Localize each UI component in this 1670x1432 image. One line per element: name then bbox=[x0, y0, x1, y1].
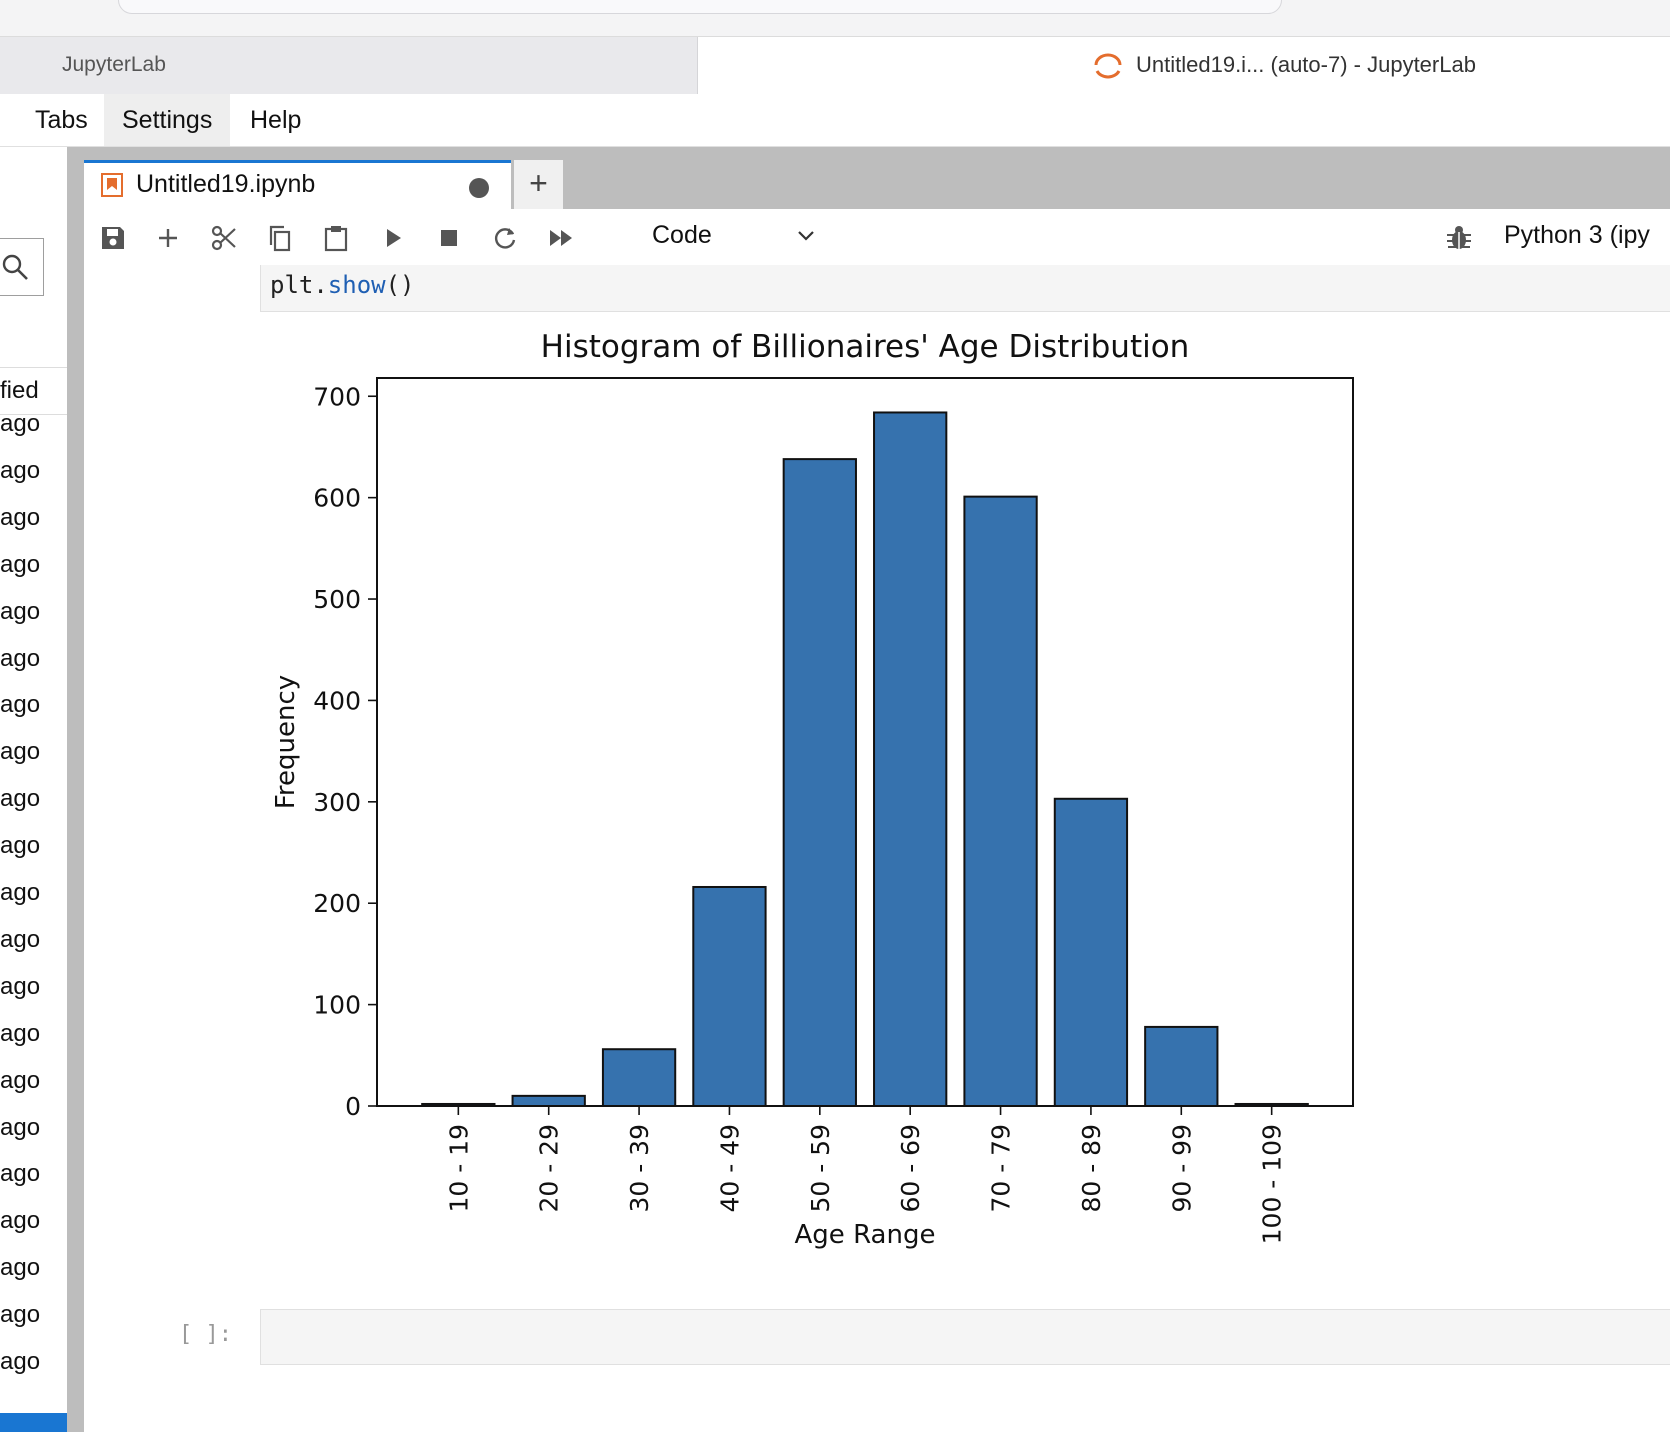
x-tick-label: 70 - 79 bbox=[987, 1124, 1016, 1213]
save-icon[interactable] bbox=[98, 223, 128, 253]
file-browser-panel: fied ago ago ago ago ago ago ago ago ago ago ago ag… bbox=[0, 147, 67, 1432]
file-row-modified[interactable]: ago bbox=[0, 785, 41, 813]
y-tick-label: 200 bbox=[313, 889, 361, 918]
y-tick-label: 400 bbox=[313, 686, 361, 715]
file-row-modified[interactable]: ago bbox=[0, 644, 41, 672]
cell-prompt: [ ]: bbox=[179, 1322, 232, 1347]
y-tick-label: 300 bbox=[313, 788, 361, 817]
file-row-modified[interactable]: ago bbox=[0, 691, 41, 719]
y-tick-label: 500 bbox=[313, 585, 361, 614]
loading-spinner-icon bbox=[1094, 53, 1122, 79]
selected-file-row[interactable] bbox=[0, 1413, 67, 1432]
file-row-modified[interactable]: ago bbox=[0, 738, 41, 766]
cut-icon[interactable] bbox=[209, 223, 239, 253]
menu-help[interactable]: Help bbox=[250, 106, 302, 134]
y-tick-label: 0 bbox=[345, 1092, 361, 1121]
x-tick-label: 20 - 29 bbox=[535, 1124, 564, 1213]
histogram-bar bbox=[1053, 797, 1129, 1107]
browser-tab-jupyterlab[interactable]: JupyterLab bbox=[0, 37, 698, 94]
histogram-bar bbox=[873, 411, 948, 1108]
last-modified-column-header[interactable]: fied bbox=[0, 367, 67, 415]
file-row-modified[interactable]: ago bbox=[0, 1160, 41, 1188]
x-tick-label: 50 - 59 bbox=[806, 1124, 835, 1213]
file-row-modified[interactable]: ago bbox=[0, 410, 41, 437]
y-tick-label: 700 bbox=[313, 382, 361, 411]
file-row-modified[interactable]: ago bbox=[0, 1301, 41, 1329]
histogram-bar bbox=[601, 1048, 677, 1107]
code-call: () bbox=[385, 271, 415, 299]
address-bar[interactable] bbox=[118, 0, 1282, 14]
code-line: plt.show() bbox=[270, 271, 415, 299]
browser-tab-label: JupyterLab bbox=[62, 53, 166, 76]
file-row-modified[interactable]: ago bbox=[0, 456, 41, 484]
histogram-bar bbox=[1144, 1025, 1219, 1107]
histogram-bar bbox=[511, 1094, 586, 1107]
paste-icon[interactable] bbox=[321, 223, 351, 253]
file-row-modified[interactable]: ago bbox=[0, 925, 41, 953]
histogram-bar bbox=[692, 885, 767, 1107]
fast-forward-icon[interactable] bbox=[546, 223, 576, 253]
chevron-down-icon[interactable] bbox=[796, 226, 816, 246]
plot-frame bbox=[376, 377, 1354, 1107]
x-tick-label: 60 - 69 bbox=[896, 1124, 925, 1213]
add-cell-icon[interactable] bbox=[153, 223, 183, 253]
notebook-icon bbox=[101, 173, 123, 197]
browser-toolbar bbox=[0, 0, 1670, 36]
notebook-toolbar: Code Python 3 (ipy bbox=[84, 209, 1670, 266]
file-row-modified[interactable]: ago bbox=[0, 1066, 41, 1094]
search-icon bbox=[2, 254, 28, 280]
y-tick-label: 600 bbox=[313, 484, 361, 513]
menu-bar: Tabs Settings Help bbox=[0, 94, 1670, 147]
code-object: plt. bbox=[270, 271, 328, 299]
x-tick-label: 90 - 99 bbox=[1167, 1124, 1196, 1213]
copy-icon[interactable] bbox=[265, 223, 295, 253]
file-row-modified[interactable]: ago bbox=[0, 972, 41, 1000]
tab-untitled19[interactable]: Untitled19.ipynb bbox=[84, 160, 511, 209]
new-launcher-button[interactable]: + bbox=[514, 160, 563, 209]
file-row-modified[interactable]: ago bbox=[0, 597, 41, 625]
code-function: show bbox=[327, 271, 386, 299]
browser-tab-active-label: Untitled19.i... (auto-7) - JupyterLab bbox=[1136, 52, 1476, 77]
x-tick-label: 40 - 49 bbox=[715, 1124, 744, 1213]
restart-icon[interactable] bbox=[490, 223, 520, 253]
y-axis-label: Frequency bbox=[271, 675, 301, 809]
unsaved-indicator-icon[interactable] bbox=[469, 178, 489, 198]
file-row-modified[interactable]: ago bbox=[0, 879, 41, 906]
menu-tabs[interactable]: Tabs bbox=[35, 106, 88, 134]
histogram-chart: Histogram of Billionaires' Age Distribut… bbox=[271, 329, 1354, 1250]
empty-code-cell[interactable] bbox=[260, 1309, 1670, 1365]
histogram-bar bbox=[963, 495, 1038, 1108]
stop-icon[interactable] bbox=[434, 223, 464, 253]
file-row-modified[interactable]: ago bbox=[0, 503, 41, 531]
file-row-modified[interactable]: ago bbox=[0, 832, 41, 860]
document-tab-bar: Untitled19.ipynb + bbox=[84, 147, 1670, 209]
code-cell[interactable]: plt.show() bbox=[260, 265, 1670, 312]
file-row-modified[interactable]: ago bbox=[0, 1113, 41, 1141]
file-search-input[interactable] bbox=[0, 238, 44, 296]
browser-tab-active[interactable]: Untitled19.i... (auto-7) - JupyterLab bbox=[1092, 52, 1476, 78]
notebook-panel: plt.show() Histogram of Billionaires' Ag… bbox=[84, 265, 1670, 1432]
sidebar-splitter[interactable] bbox=[67, 147, 84, 1432]
tab-title: Untitled19.ipynb bbox=[136, 170, 316, 198]
x-tick-label: 80 - 89 bbox=[1077, 1124, 1106, 1213]
x-tick-label: 100 - 109 bbox=[1258, 1124, 1287, 1244]
debugger-icon[interactable] bbox=[1444, 223, 1474, 253]
run-icon[interactable] bbox=[378, 223, 408, 253]
file-row-modified[interactable]: ago bbox=[0, 1019, 41, 1047]
file-row-modified[interactable]: ago bbox=[0, 1348, 41, 1375]
x-tick-label: 30 - 39 bbox=[625, 1124, 654, 1213]
x-axis-label: Age Range bbox=[795, 1220, 936, 1250]
chart-title: Histogram of Billionaires' Age Distribut… bbox=[541, 329, 1190, 365]
kernel-name[interactable]: Python 3 (ipy bbox=[1504, 221, 1650, 249]
browser-tab-strip: JupyterLab Untitled19.i... (auto-7) - Ju… bbox=[0, 36, 1670, 95]
file-row-modified[interactable]: ago bbox=[0, 1254, 41, 1282]
y-tick-label: 100 bbox=[313, 991, 361, 1020]
menu-settings[interactable]: Settings bbox=[104, 94, 231, 146]
histogram-bar bbox=[782, 458, 857, 1108]
x-tick-label: 10 - 19 bbox=[444, 1124, 473, 1213]
cell-type-select[interactable]: Code bbox=[652, 221, 712, 249]
file-row-modified[interactable]: ago bbox=[0, 550, 41, 578]
file-row-modified[interactable]: ago bbox=[0, 1207, 41, 1235]
